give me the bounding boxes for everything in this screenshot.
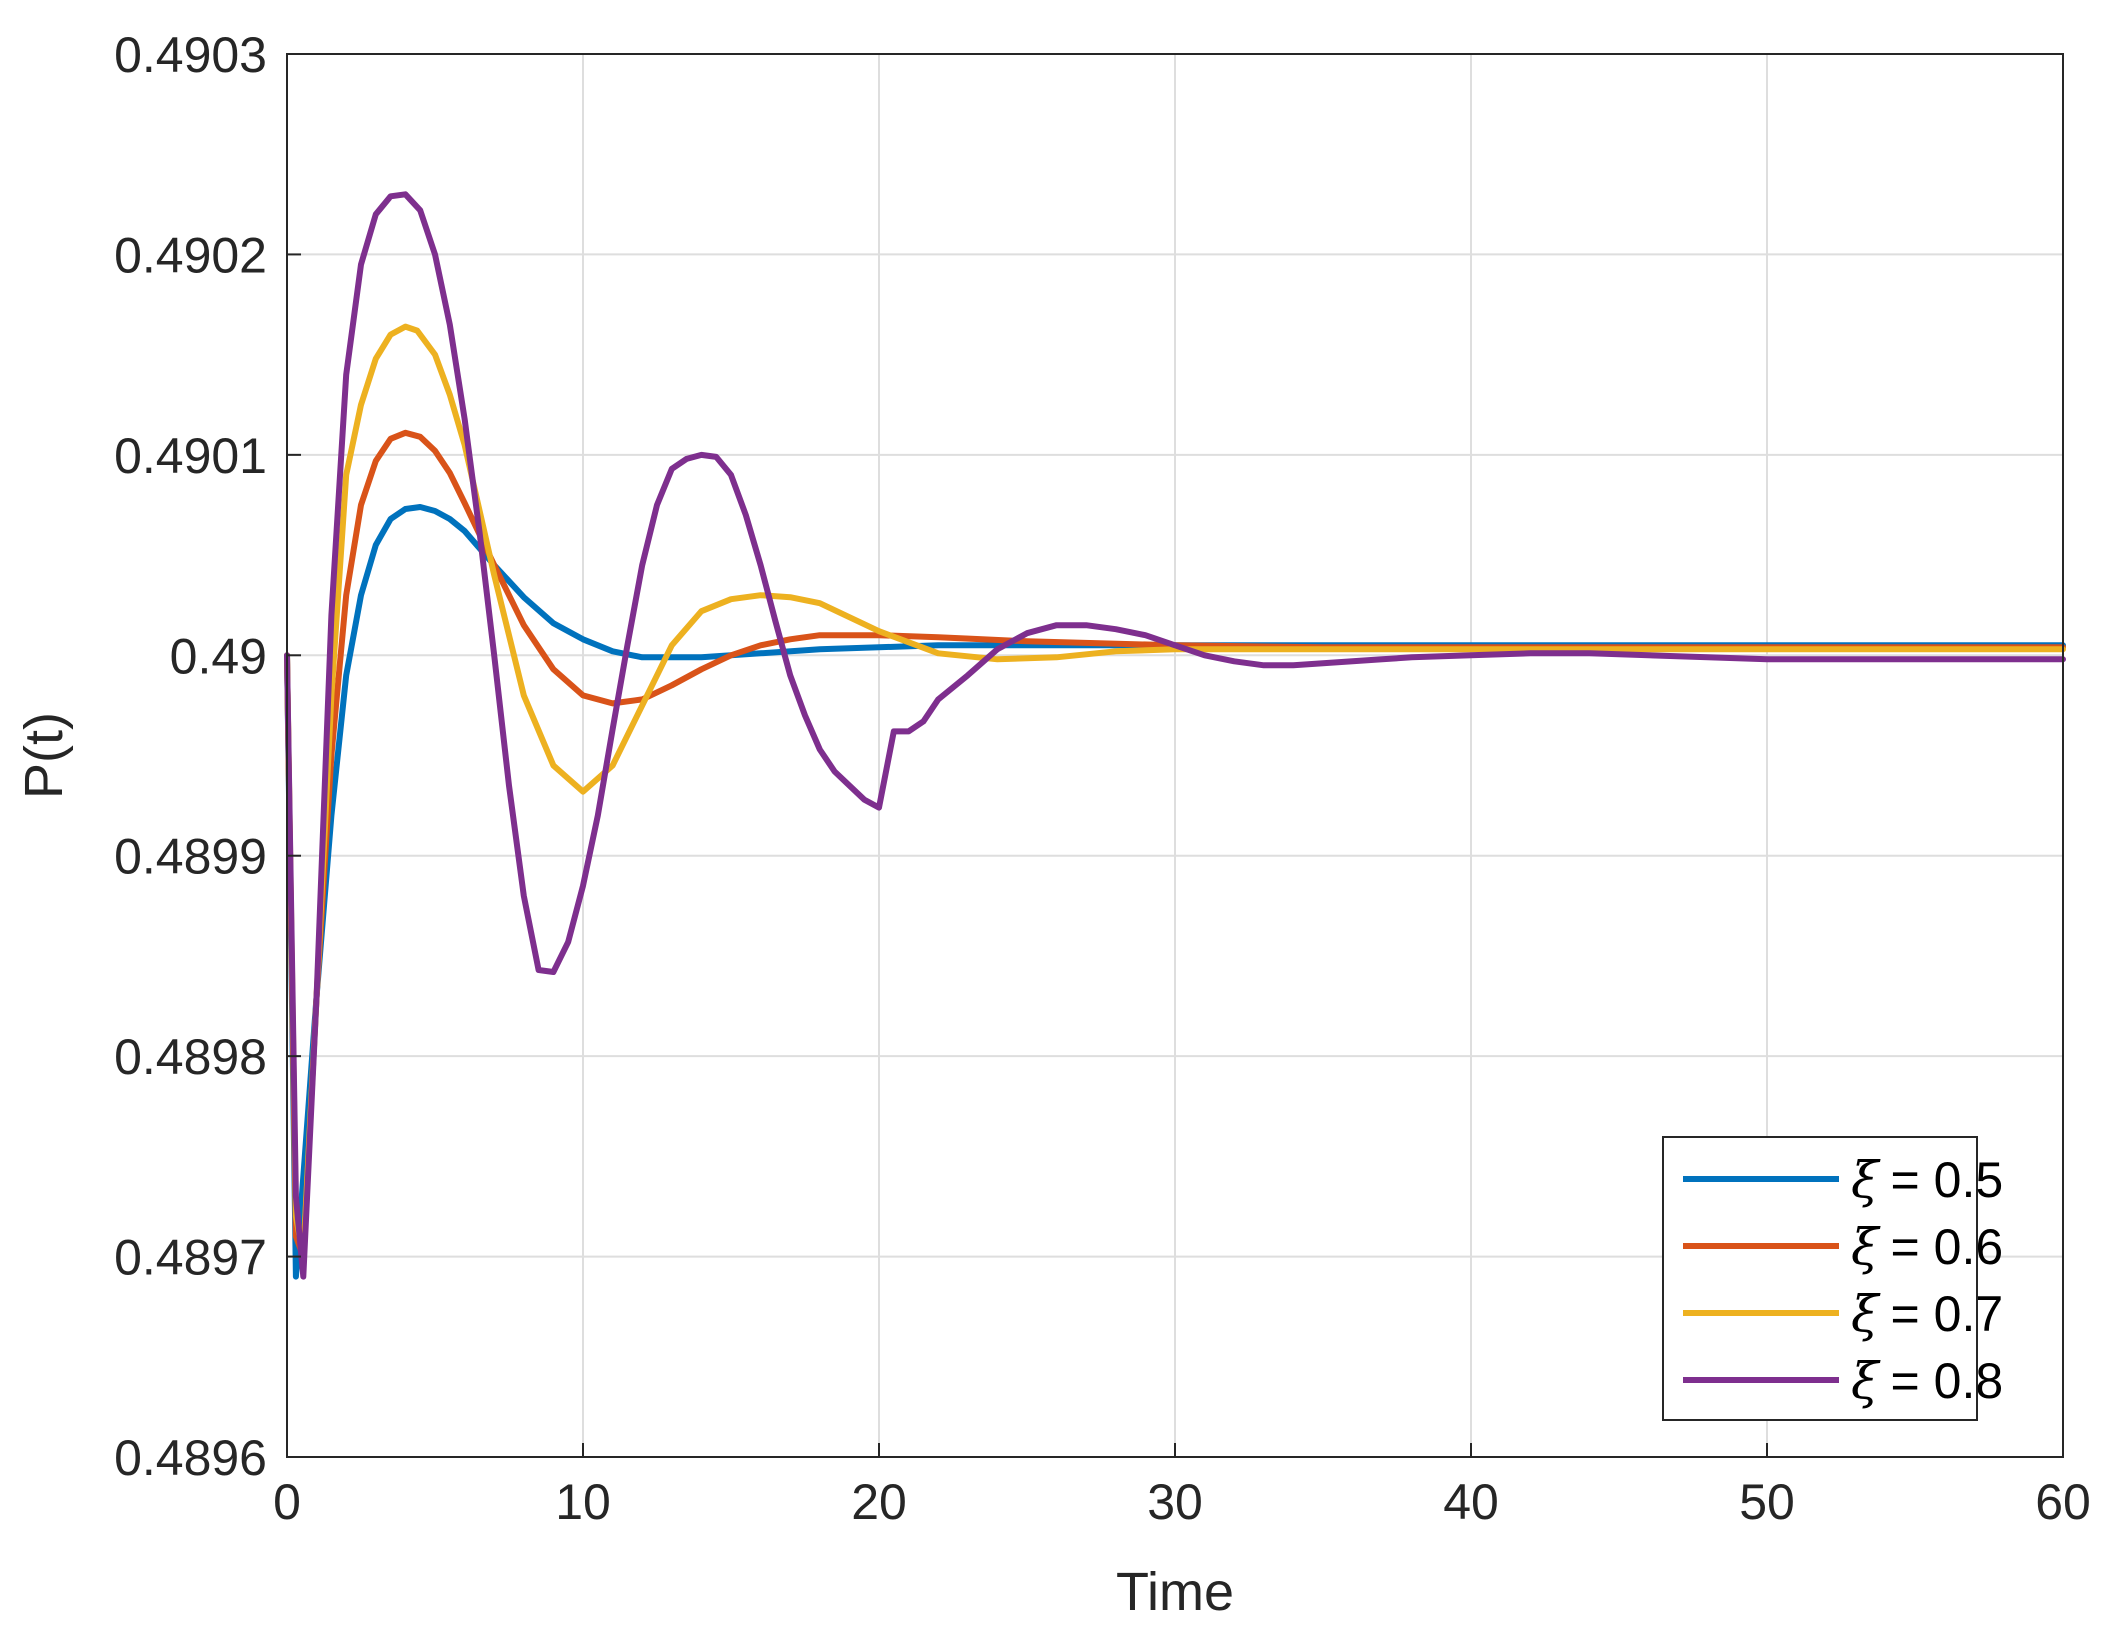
y-tick-label: 0.4898 (114, 1029, 267, 1085)
y-tick-label: 0.4897 (114, 1230, 267, 1286)
x-tick-label: 60 (2035, 1474, 2091, 1530)
y-tick-label: 0.4896 (114, 1430, 267, 1486)
legend-box (1662, 1136, 1978, 1421)
y-tick-label: 0.49 (170, 628, 267, 684)
legend-value: = 0.6 (1891, 1219, 2004, 1275)
x-tick-label: 0 (273, 1474, 301, 1530)
x-axis-label: Time (1116, 1562, 1234, 1622)
y-tick-label: 0.4903 (114, 27, 267, 83)
x-tick-label: 30 (1147, 1474, 1203, 1530)
y-tick-label: 0.4902 (114, 227, 267, 283)
axis-ticks: 0 10 20 30 40 50 60 0.4896 0.4897 0.4898 0.4899 0.4… (114, 27, 2091, 1530)
legend-value: = 0.8 (1891, 1353, 2004, 1409)
legend-value: = 0.7 (1891, 1286, 2004, 1342)
x-tick-label: 50 (1739, 1474, 1795, 1530)
legend-symbol: ξ (1851, 1151, 1881, 1209)
series-line-2 (284, 429, 2066, 1260)
y-tick-label: 0.4899 (114, 829, 267, 885)
series-lines (284, 191, 2066, 1280)
legend-symbol: ξ (1851, 1352, 1881, 1410)
legend-entry-3: ξ = 0.7 (1851, 1285, 2003, 1343)
series-line-3 (284, 323, 2066, 1260)
y-tick-label: 0.4901 (114, 428, 267, 484)
y-axis-label: P(t) (14, 712, 74, 799)
legend-entry-1: ξ = 0.5 (1851, 1151, 2003, 1209)
legend: ξ = 0.5ξ = 0.6ξ = 0.7ξ = 0.8 (1662, 1136, 2003, 1421)
legend-entry-2: ξ = 0.6 (1851, 1218, 2003, 1276)
legend-symbol: ξ (1851, 1218, 1881, 1276)
series-line-4 (284, 191, 2066, 1280)
legend-value: = 0.5 (1891, 1152, 2004, 1208)
x-tick-label: 40 (1443, 1474, 1499, 1530)
x-tick-label: 20 (851, 1474, 907, 1530)
legend-symbol: ξ (1851, 1285, 1881, 1343)
x-tick-label: 10 (555, 1474, 611, 1530)
legend-entry-4: ξ = 0.8 (1851, 1352, 2003, 1410)
